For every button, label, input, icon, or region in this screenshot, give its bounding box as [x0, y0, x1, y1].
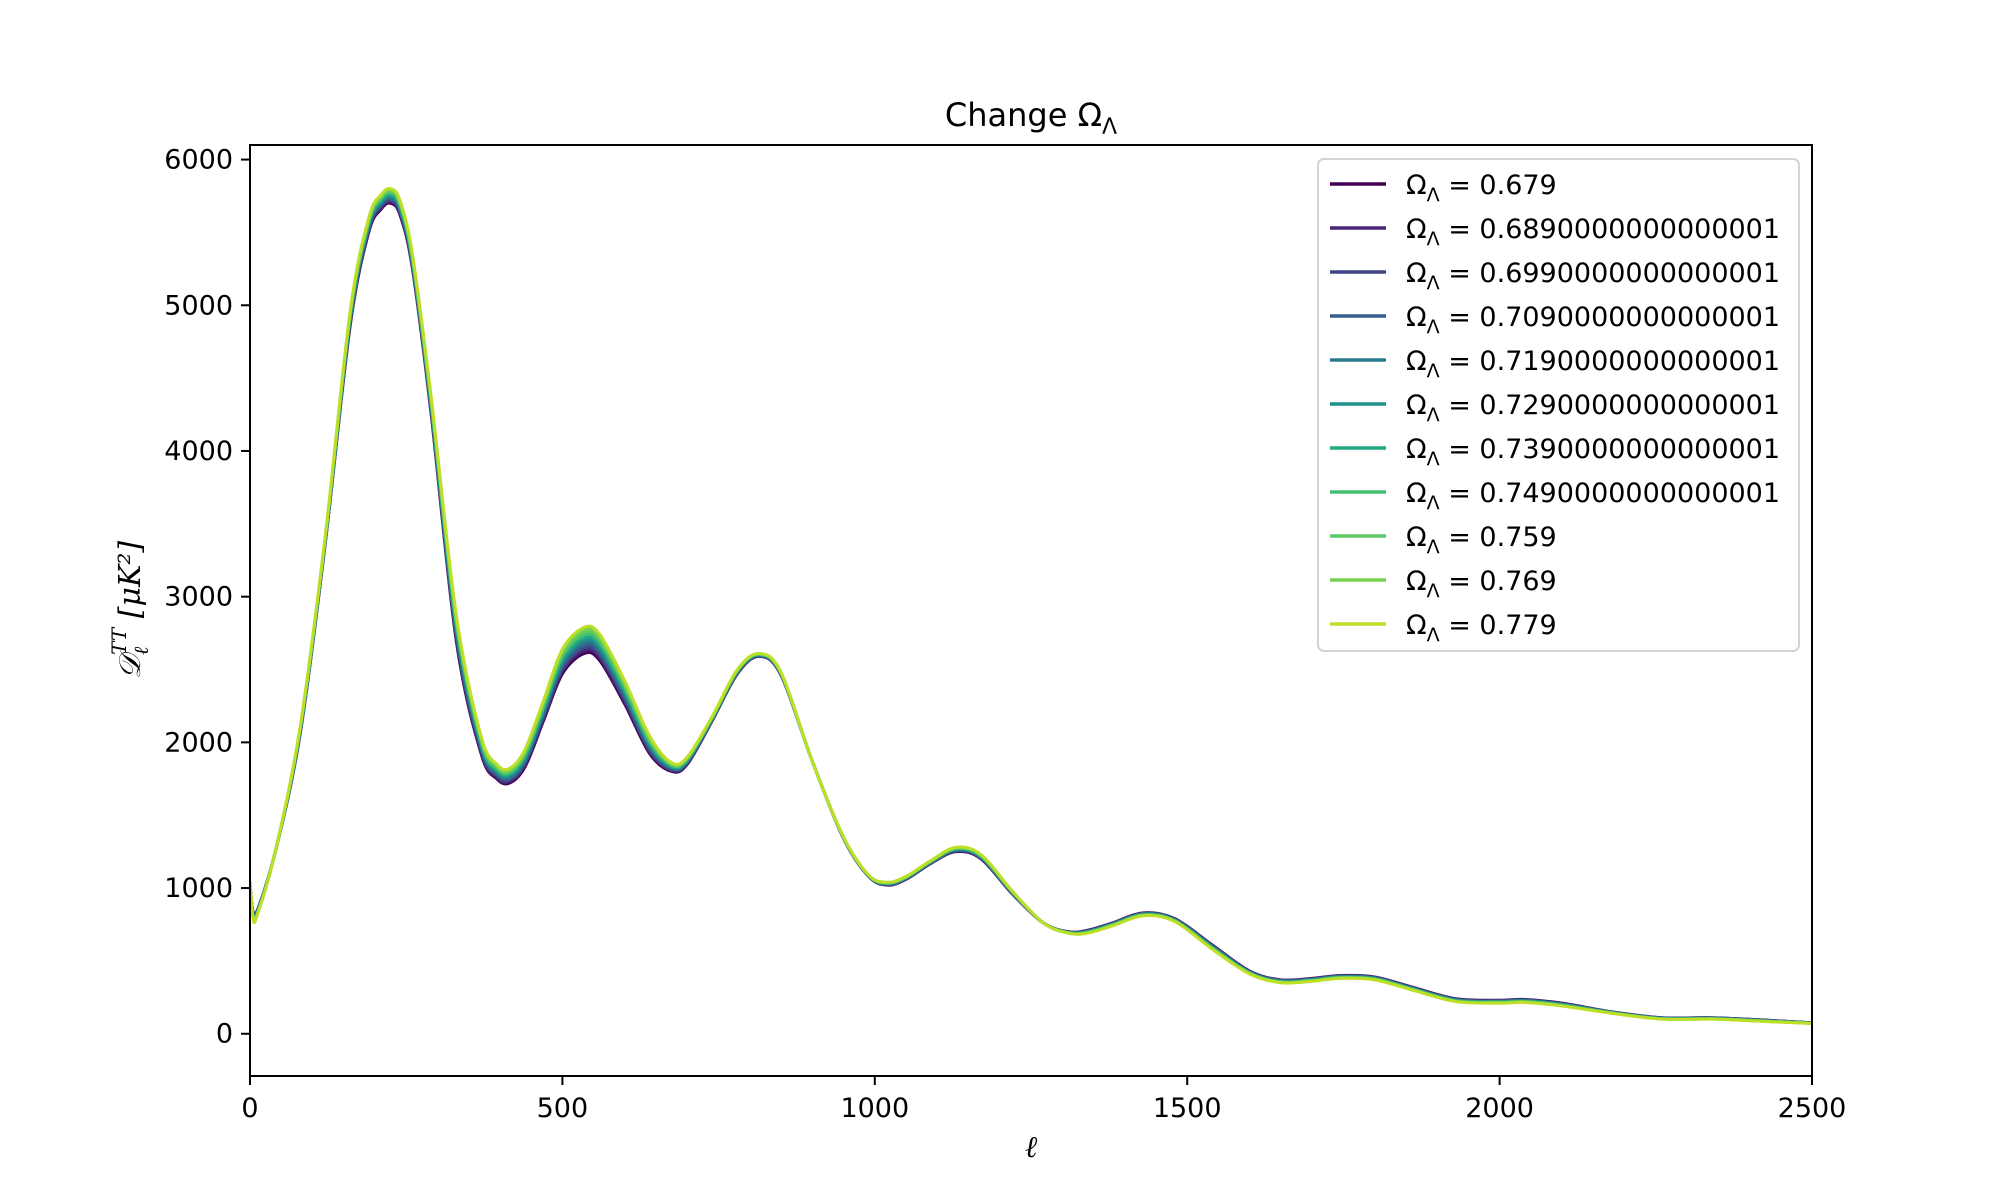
legend-label: ΩΛ = 0.7090000000000001 — [1406, 302, 1780, 338]
x-tick-label: 1500 — [1153, 1093, 1222, 1124]
legend-item: ΩΛ = 0.6890000000000001 — [1330, 214, 1780, 250]
y-axis-label-units: [μK²] — [113, 541, 148, 628]
y-axis-label: 𝒟ℓTT [μK²] — [107, 541, 153, 680]
legend-item: ΩΛ = 0.779 — [1330, 610, 1557, 646]
series-layer — [250, 186, 1812, 1026]
y-tick-label: 0 — [216, 1019, 233, 1050]
y-tick-label: 4000 — [164, 436, 233, 467]
x-tick-label: 0 — [241, 1093, 258, 1124]
y-axis-label-sup: TT — [107, 626, 131, 655]
legend-label: ΩΛ = 0.6990000000000001 — [1406, 258, 1780, 294]
legend-label: ΩΛ = 0.7190000000000001 — [1406, 346, 1780, 382]
y-tick-label: 2000 — [164, 727, 233, 758]
legend-item: ΩΛ = 0.7190000000000001 — [1330, 346, 1780, 382]
legend-label: ΩΛ = 0.759 — [1406, 522, 1557, 558]
chart-title-subscript: Λ — [1102, 115, 1117, 140]
y-tick-label: 6000 — [164, 145, 233, 176]
legend-item: ΩΛ = 0.769 — [1330, 566, 1557, 602]
chart-title: Change ΩΛ — [945, 96, 1117, 140]
x-axis-label: ℓ — [1025, 1130, 1038, 1165]
x-tick-label: 2000 — [1465, 1093, 1534, 1124]
tick-layer: 0 500 1000 1500 2000 2500 0 1000 2000 3000 4000 500… — [164, 145, 1846, 1124]
legend-label: ΩΛ = 0.679 — [1406, 170, 1557, 206]
legend-item: ΩΛ = 0.7390000000000001 — [1330, 434, 1780, 470]
legend: ΩΛ = 0.679 ΩΛ = 0.6890000000000001 ΩΛ = 0.… — [1317, 158, 1800, 652]
legend-item: ΩΛ = 0.6990000000000001 — [1330, 258, 1780, 294]
legend-label: ΩΛ = 0.7290000000000001 — [1406, 390, 1780, 426]
x-tick-label: 1000 — [840, 1093, 909, 1124]
legend-item: ΩΛ = 0.7090000000000001 — [1330, 302, 1780, 338]
legend-item: ΩΛ = 0.7290000000000001 — [1330, 390, 1780, 426]
legend-box — [1317, 158, 1800, 652]
legend-items: ΩΛ = 0.679 ΩΛ = 0.6890000000000001 ΩΛ = 0.… — [1330, 170, 1780, 646]
y-tick-label: 3000 — [164, 582, 233, 613]
plot-frame — [249, 144, 1813, 1077]
x-tick-label: 2500 — [1778, 1093, 1847, 1124]
y-tick-label: 5000 — [164, 290, 233, 321]
y-tick-label: 1000 — [164, 873, 233, 904]
x-tick-label: 500 — [537, 1093, 589, 1124]
legend-item: ΩΛ = 0.679 — [1330, 170, 1557, 206]
legend-item: ΩΛ = 0.7490000000000001 — [1330, 478, 1780, 514]
y-axis-label-sub: ℓ — [129, 646, 153, 655]
legend-label: ΩΛ = 0.769 — [1406, 566, 1557, 602]
series-line-11 — [250, 186, 1812, 1026]
legend-label: ΩΛ = 0.7490000000000001 — [1406, 478, 1780, 514]
legend-item: ΩΛ = 0.759 — [1330, 522, 1557, 558]
legend-label: ΩΛ = 0.6890000000000001 — [1406, 214, 1780, 250]
legend-label: ΩΛ = 0.779 — [1406, 610, 1557, 646]
legend-label: ΩΛ = 0.7390000000000001 — [1406, 434, 1780, 470]
chart-title-main: Change Ω — [945, 96, 1102, 134]
